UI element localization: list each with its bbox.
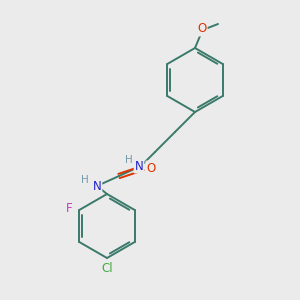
Text: N: N xyxy=(135,160,143,172)
Text: H: H xyxy=(81,175,89,185)
Text: F: F xyxy=(66,202,73,214)
Text: H: H xyxy=(125,155,133,165)
Text: O: O xyxy=(146,161,156,175)
Text: O: O xyxy=(197,22,207,35)
Text: N: N xyxy=(93,179,101,193)
Text: Cl: Cl xyxy=(101,262,113,275)
